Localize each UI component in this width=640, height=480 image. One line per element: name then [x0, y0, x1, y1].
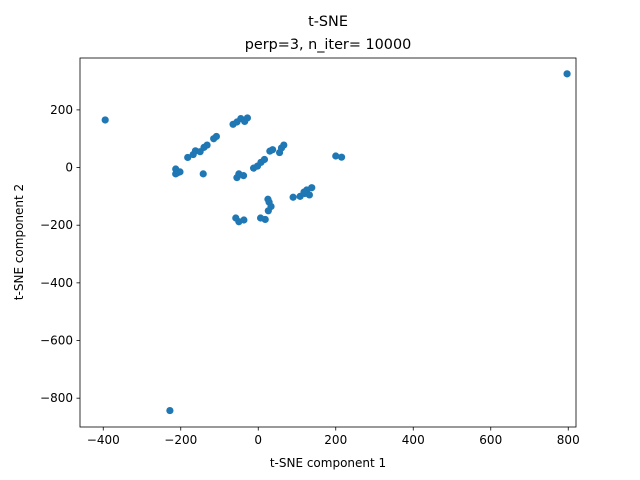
y-axis-label: t-SNE component 2	[12, 184, 26, 300]
chart-title: t-SNE	[308, 14, 348, 30]
y-tick-label: 0	[65, 161, 73, 175]
scatter-point	[563, 70, 571, 78]
x-axis-ticks: −400 −200 0 200 400 600 800	[87, 427, 580, 447]
x-tick-label: 800	[557, 433, 580, 447]
x-tick-label: −200	[164, 433, 197, 447]
scatter-point	[203, 141, 211, 149]
scatter-point	[332, 152, 340, 160]
scatter-point	[337, 153, 346, 161]
scatter-point	[289, 193, 297, 201]
y-tick-label: −400	[40, 276, 73, 290]
scatter-point	[260, 155, 269, 164]
x-tick-label: 0	[254, 433, 262, 447]
scatter-point	[256, 214, 265, 222]
x-tick-label: 200	[324, 433, 347, 447]
scatter-point	[184, 153, 192, 162]
x-tick-label: 600	[479, 433, 502, 447]
scatter-point	[101, 116, 109, 124]
scatter-point	[268, 146, 277, 154]
scatter-point	[300, 188, 308, 196]
x-tick-label: −400	[87, 433, 120, 447]
y-tick-label: −600	[40, 334, 73, 348]
x-axis-label: t-SNE component 1	[270, 456, 386, 470]
scatter-point	[305, 191, 313, 199]
y-tick-label: −200	[40, 218, 73, 232]
scatter-point	[308, 184, 316, 192]
scatter-point	[212, 132, 220, 141]
scatter-point	[240, 216, 248, 224]
y-tick-label: −800	[40, 391, 73, 405]
scatter-point	[174, 169, 182, 177]
scatter-point	[243, 114, 251, 122]
scatter-point	[166, 406, 174, 415]
plot-frame	[79, 57, 577, 428]
x-tick-label: 400	[402, 433, 425, 447]
scatter-points	[101, 70, 571, 415]
scatter-point	[280, 141, 288, 149]
scatter-point	[199, 170, 207, 178]
scatter-point	[264, 207, 272, 215]
y-axis-ticks: −800 −600 −400 −200 0 200	[40, 103, 80, 405]
y-tick-label: 200	[50, 103, 73, 117]
scatter-point	[239, 172, 248, 180]
chart-subtitle: perp=3, n_iter= 10000	[245, 37, 412, 53]
